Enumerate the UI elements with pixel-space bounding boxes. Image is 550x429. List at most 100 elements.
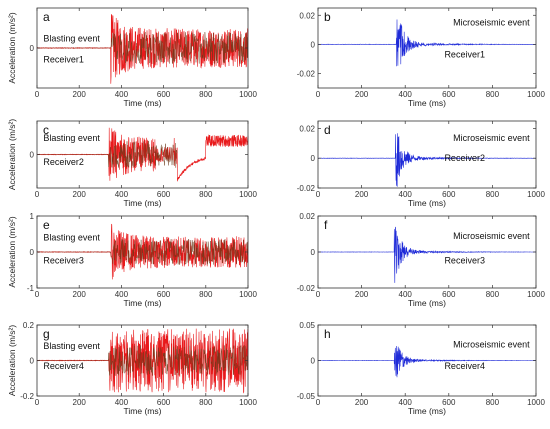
x-tick-label: 600 <box>157 90 171 99</box>
receiver-annotation: Receiver3 <box>43 256 84 266</box>
x-tick-label: 0 <box>316 290 321 299</box>
y-tick-label: 0.05 <box>299 321 315 330</box>
x-axis-label: Time (ms) <box>124 98 162 108</box>
x-tick-label: 200 <box>73 190 87 199</box>
y-tick-label: 0 <box>30 151 35 160</box>
event-annotation: Microseismic event <box>453 18 530 28</box>
x-tick-label: 800 <box>486 90 500 99</box>
x-tick-label: 1000 <box>527 190 545 199</box>
panel-letter: g <box>43 327 50 341</box>
y-tick-label: 0 <box>30 248 35 257</box>
x-tick-label: 200 <box>73 398 87 407</box>
panel-letter: e <box>43 218 50 232</box>
x-tick-label: 1000 <box>239 190 257 199</box>
x-tick-label: 400 <box>115 90 129 99</box>
y-tick-label: 0.02 <box>299 212 315 221</box>
signal-trace <box>317 226 537 283</box>
y-axis-label: Acceleration (m/s²) <box>7 325 17 396</box>
x-tick-label: 400 <box>115 398 129 407</box>
x-axis-label: Time (ms) <box>124 198 162 208</box>
x-tick-label: 800 <box>486 190 500 199</box>
x-axis-label: Time (ms) <box>124 298 162 308</box>
panel-letter: d <box>324 123 331 137</box>
x-tick-label: 400 <box>115 190 129 199</box>
x-tick-label: 1000 <box>239 398 257 407</box>
x-tick-label: 200 <box>355 398 369 407</box>
panel-a: 0 200 400 600 800 1000 Time (ms) 0 Acceleration … <box>7 7 257 108</box>
x-tick-label: 400 <box>399 290 413 299</box>
x-tick-label: 400 <box>399 90 413 99</box>
x-tick-label: 600 <box>442 398 456 407</box>
x-tick-label: 0 <box>316 190 321 199</box>
x-tick-label: 1000 <box>527 290 545 299</box>
x-tick-label: 1000 <box>527 398 545 407</box>
x-tick-label: 600 <box>442 290 456 299</box>
signal-trace-overlay <box>37 32 249 65</box>
panel-letter: f <box>324 218 328 232</box>
x-tick-label: 200 <box>355 90 369 99</box>
y-tick-label: 0.02 <box>299 124 315 133</box>
y-tick-label: -0.02 <box>297 284 316 293</box>
y-axis-label: Acceleration (m/s²) <box>7 119 17 190</box>
y-tick-label: -0.2 <box>20 392 34 401</box>
y-tick-label: 0.2 <box>23 321 35 330</box>
event-annotation: Blasting event <box>43 133 100 143</box>
receiver-annotation: Receiver1 <box>43 54 84 64</box>
receiver-annotation: Receiver2 <box>43 157 84 167</box>
x-tick-label: 200 <box>73 90 87 99</box>
plot-area <box>318 8 536 88</box>
y-tick-label: 0.02 <box>299 11 315 20</box>
y-tick-label: 0 <box>30 44 35 53</box>
x-tick-label: 400 <box>115 290 129 299</box>
y-tick-label: 0 <box>30 357 35 366</box>
receiver-annotation: Receiver2 <box>444 153 485 163</box>
y-tick-label: 0 <box>311 40 316 49</box>
x-tick-label: 200 <box>73 290 87 299</box>
signal-trace-overlay <box>37 344 249 376</box>
x-tick-label: 0 <box>35 398 40 407</box>
x-axis-label: Time (ms) <box>408 98 446 108</box>
event-annotation: Blasting event <box>43 341 100 351</box>
y-axis-label: Acceleration (m/s²) <box>7 216 17 287</box>
x-tick-label: 200 <box>355 190 369 199</box>
receiver-annotation: Receiver3 <box>444 256 485 266</box>
receiver-annotation: Receiver1 <box>444 50 485 60</box>
x-tick-label: 800 <box>199 398 213 407</box>
x-tick-label: 0 <box>35 290 40 299</box>
x-tick-label: 0 <box>316 90 321 99</box>
x-tick-label: 400 <box>399 398 413 407</box>
event-annotation: Microseismic event <box>453 231 530 241</box>
x-axis-label: Time (ms) <box>408 406 446 416</box>
x-tick-label: 800 <box>199 90 213 99</box>
receiver-annotation: Receiver4 <box>43 361 84 371</box>
x-axis-label: Time (ms) <box>124 406 162 416</box>
x-tick-label: 0 <box>316 398 321 407</box>
y-tick-label: 0 <box>311 248 316 257</box>
panel-c: 0 200 400 600 800 1000 Time (ms) 0 Acceleration … <box>7 119 257 208</box>
x-tick-label: 600 <box>157 190 171 199</box>
y-tick-label: 1 <box>30 212 35 221</box>
signal-trace <box>317 19 536 67</box>
x-tick-label: 800 <box>199 290 213 299</box>
panel-letter: b <box>324 10 331 24</box>
x-tick-label: 600 <box>157 398 171 407</box>
panel-letter: h <box>324 327 331 341</box>
axes-frame <box>317 120 537 189</box>
panel-b: 0 200 400 600 800 1000 Time (ms) 0.02 0 -0.02 b Mic… <box>297 7 545 108</box>
x-tick-label: 800 <box>199 190 213 199</box>
event-annotation: Microseismic event <box>453 340 530 350</box>
signal-trace <box>317 133 537 187</box>
receiver-annotation: Receiver4 <box>444 361 485 371</box>
x-tick-label: 600 <box>442 190 456 199</box>
y-tick-label: 0 <box>311 357 316 366</box>
x-tick-label: 0 <box>35 190 40 199</box>
x-tick-label: 800 <box>486 398 500 407</box>
plot-area <box>318 121 536 188</box>
x-tick-label: 200 <box>355 290 369 299</box>
x-tick-label: 0 <box>35 90 40 99</box>
event-annotation: Blasting event <box>43 232 100 242</box>
